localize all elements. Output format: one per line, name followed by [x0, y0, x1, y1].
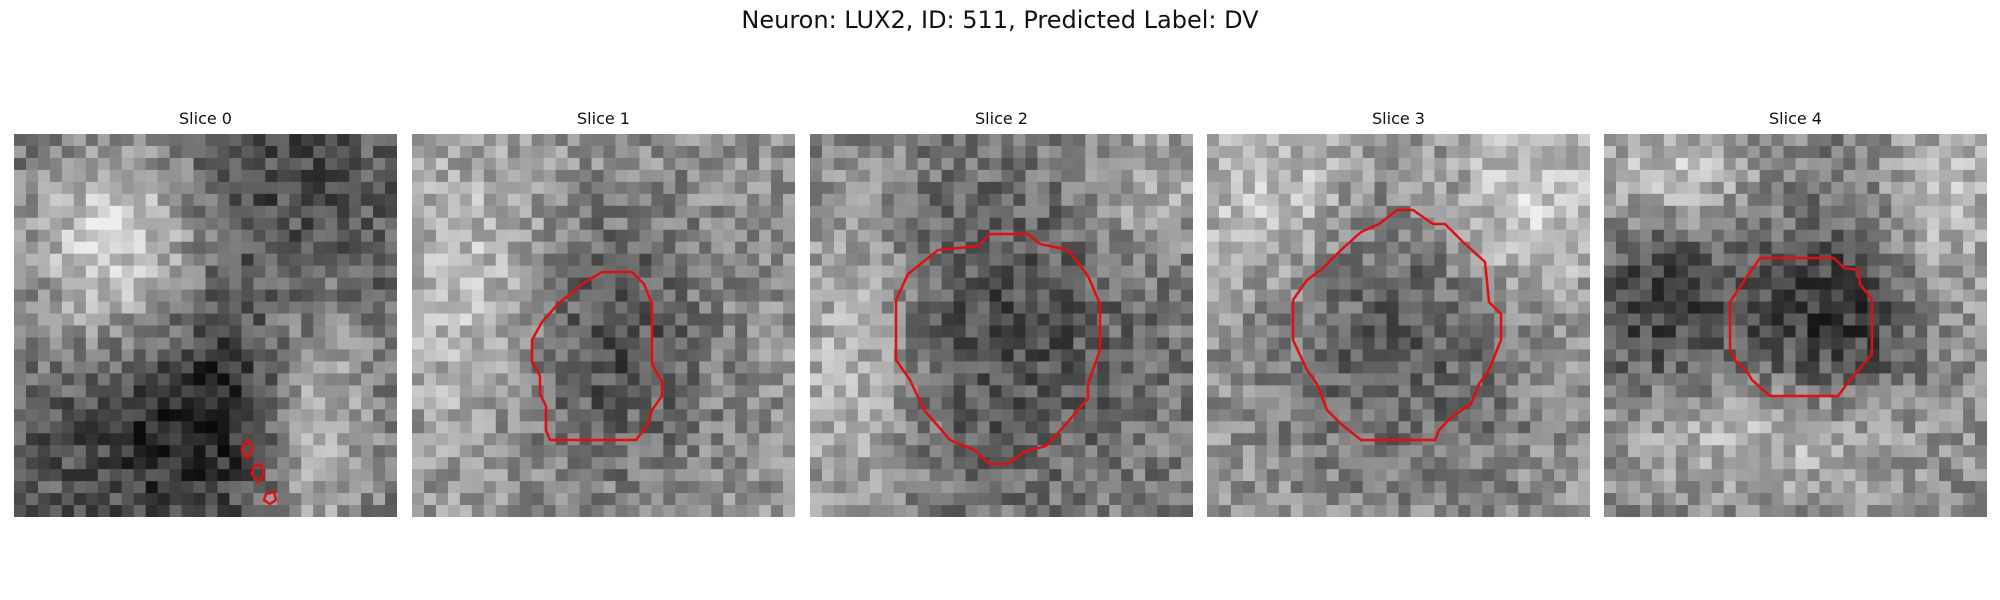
slice-pixels-3 [1207, 134, 1590, 517]
slice-pixels-1 [412, 134, 795, 517]
slice-panel-4: Slice 4 [1604, 108, 1987, 517]
roi-contour-2 [894, 232, 1102, 466]
slice-image-3 [1207, 134, 1590, 517]
slice-pixels-0 [14, 134, 397, 517]
slice-title-2: Slice 2 [975, 109, 1028, 128]
slice-title-0: Slice 0 [179, 109, 232, 128]
slice-panel-2: Slice 2 [810, 108, 1193, 517]
slice-title-4: Slice 4 [1769, 109, 1822, 128]
slice-image-2 [810, 134, 1193, 517]
roi-contour-0 [240, 437, 278, 506]
roi-contour-4 [1728, 256, 1874, 398]
figure-title: Neuron: LUX2, ID: 511, Predicted Label: … [741, 6, 1259, 34]
slice-title-3: Slice 3 [1372, 109, 1425, 128]
slice-panel-3: Slice 3 [1207, 108, 1590, 517]
slice-image-1 [412, 134, 795, 517]
slice-image-0 [14, 134, 397, 517]
roi-contour-3 [1291, 208, 1503, 442]
slice-pixels-4 [1604, 134, 1987, 517]
slice-pixels-2 [810, 134, 1193, 517]
roi-contour-1 [530, 270, 664, 442]
slice-panel-0: Slice 0 [14, 108, 397, 517]
slice-panel-1: Slice 1 [412, 108, 795, 517]
slice-image-4 [1604, 134, 1987, 517]
slice-title-1: Slice 1 [577, 109, 630, 128]
